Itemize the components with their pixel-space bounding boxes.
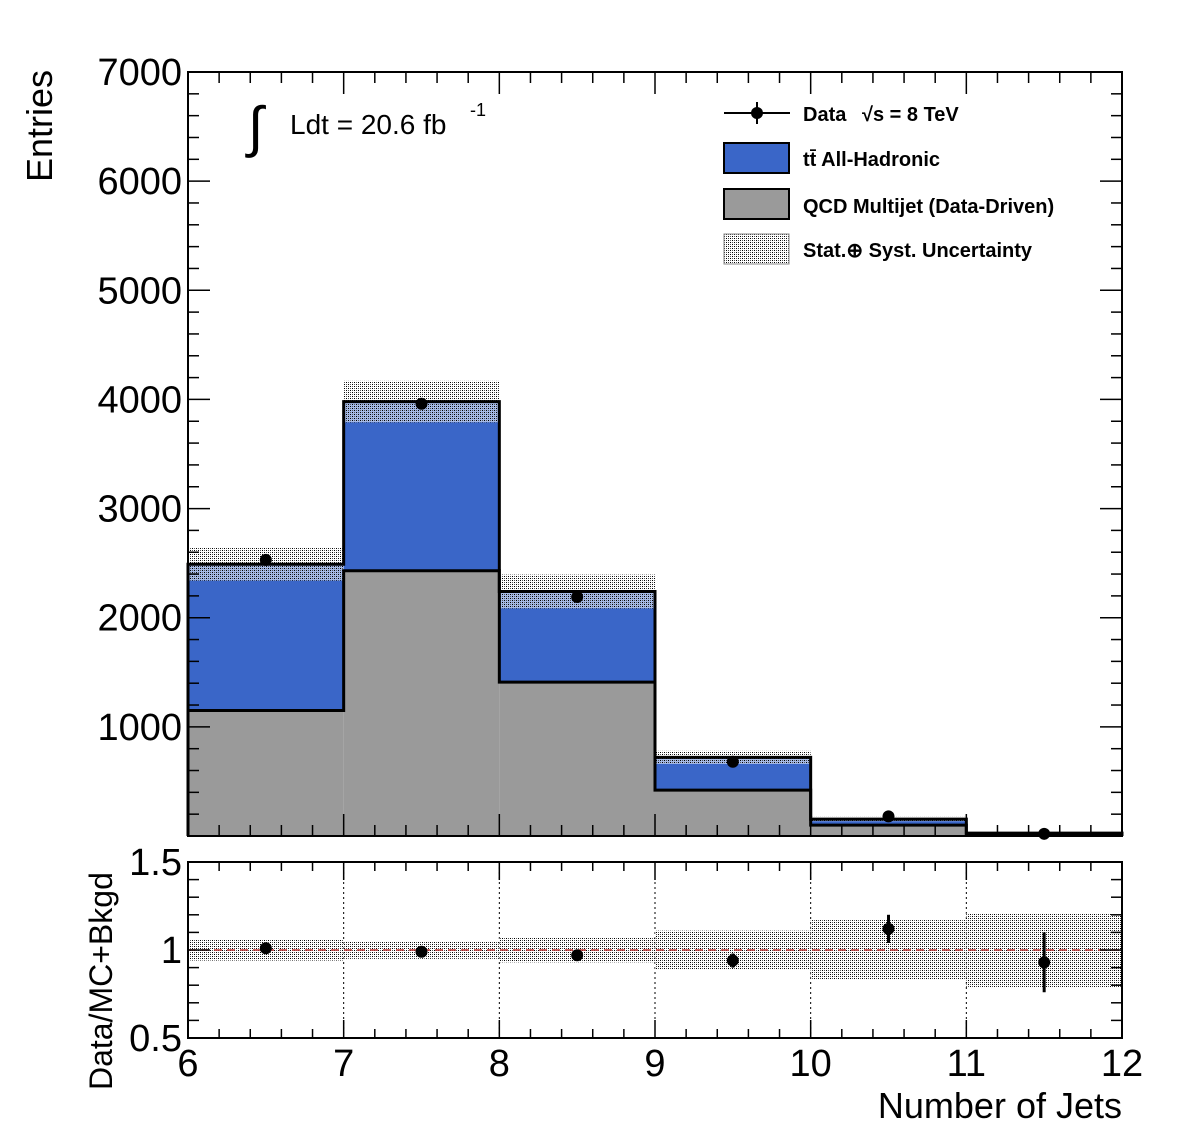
y-tick-label: 3000 <box>97 489 182 531</box>
y-tick-label: 7000 <box>97 52 182 94</box>
legend-ttbar-label: tt̄ All-Hadronic <box>803 149 940 171</box>
main-panel: 1000 2000 3000 4000 5000 6000 7000 <box>97 52 1124 840</box>
ratio-point <box>726 954 739 967</box>
y-tick-label: 5000 <box>97 270 182 312</box>
x-tick-label: 10 <box>790 1043 832 1085</box>
ttbar-bar <box>343 401 500 571</box>
legend-data-marker <box>751 107 763 119</box>
legend: Data √s = 8 TeV tt̄ All-Hadronic QCD Mul… <box>723 102 1054 265</box>
luminosity-exponent: -1 <box>470 100 486 120</box>
data-point <box>415 397 428 410</box>
ratio-point <box>1038 956 1051 969</box>
legend-data-energy: √s = 8 TeV <box>862 104 959 126</box>
legend-uncertainty-label: Stat.⊕ Syst. Uncertainty <box>803 240 1033 262</box>
legend-entry-qcd: QCD Multijet (Data-Driven) <box>723 188 1054 220</box>
x-tick-label: 9 <box>644 1043 665 1085</box>
qcd-bar <box>343 570 500 836</box>
ttbar-bar <box>188 564 344 711</box>
x-tick-label: 11 <box>947 1043 986 1085</box>
legend-entry-ttbar: tt̄ All-Hadronic <box>723 142 940 174</box>
ratio-point <box>571 949 584 962</box>
y-tick-label: 4000 <box>97 379 182 421</box>
data-point <box>571 590 584 603</box>
ratio-y-tick-label: 1.5 <box>129 842 182 884</box>
legend-entry-data: Data √s = 8 TeV <box>724 102 959 126</box>
x-tick-label: 6 <box>177 1043 198 1085</box>
ratio-y-axis-title: Data/MC+Bkgd <box>83 872 119 1090</box>
y-axis-title: Entries <box>19 70 60 182</box>
legend-qcd-swatch <box>723 188 790 220</box>
luminosity-annotation: ∫ Ldt = 20.6 fb -1 <box>245 95 486 158</box>
y-tick-label: 6000 <box>97 161 182 203</box>
integral-sign: ∫ <box>245 95 266 158</box>
ratio-panel: 0.5 1 1.5 6 7 8 9 10 11 12 <box>129 842 1143 1085</box>
data-point <box>259 553 272 566</box>
qcd-bar <box>810 825 967 836</box>
legend-data-label: Data <box>803 104 847 126</box>
qcd-bar <box>655 790 811 836</box>
legend-qcd-label: QCD Multijet (Data-Driven) <box>803 196 1054 218</box>
x-tick-label: 8 <box>489 1043 510 1085</box>
legend-ttbar-swatch <box>723 142 790 174</box>
ratio-point <box>259 942 272 955</box>
luminosity-label: Ldt = 20.6 fb <box>290 109 446 140</box>
data-point <box>1038 827 1051 840</box>
x-tick-label: 12 <box>1101 1043 1143 1085</box>
ratio-y-tick-label: 1 <box>161 930 182 972</box>
legend-entry-uncertainty: Stat.⊕ Syst. Uncertainty <box>723 233 1033 265</box>
ratio-y-tick-label: 0.5 <box>129 1018 182 1060</box>
qcd-bar <box>499 682 655 836</box>
x-axis-title: Number of Jets <box>878 1085 1122 1126</box>
qcd-bar <box>188 710 344 836</box>
y-tick-label: 1000 <box>97 707 182 749</box>
y-tick-label: 2000 <box>97 598 182 640</box>
legend-uncertainty-swatch <box>723 233 790 265</box>
ratio-point <box>415 945 428 958</box>
x-tick-label: 7 <box>333 1043 354 1085</box>
data-point <box>882 810 895 823</box>
ratio-point <box>882 922 895 935</box>
data-point <box>726 755 739 768</box>
